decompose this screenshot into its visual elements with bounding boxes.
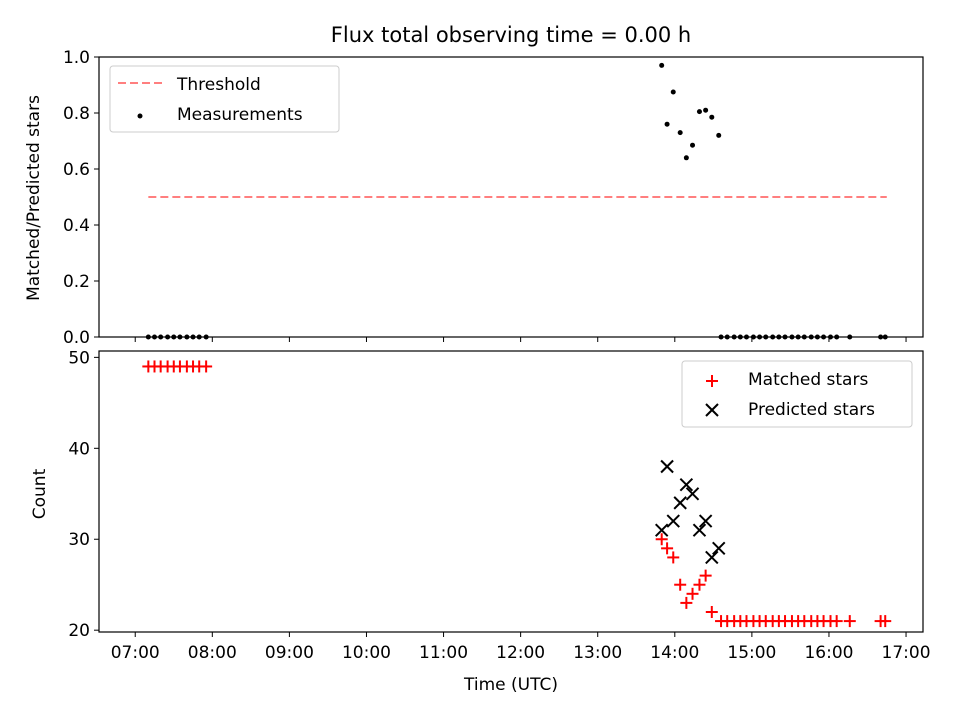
x-tick-label: 07:00 — [111, 643, 160, 663]
top-ylabel: Matched/Predicted stars — [24, 95, 44, 301]
x-tick-label: 12:00 — [496, 643, 545, 663]
measurement-point — [659, 62, 665, 68]
predicted-star-point — [712, 541, 726, 556]
bottom-legend-box — [681, 360, 913, 428]
measurement-point — [670, 89, 676, 95]
measurement-point — [696, 109, 702, 115]
matched-star-point — [879, 615, 892, 628]
measurement-point — [677, 130, 683, 136]
predicted-star-point — [660, 459, 674, 474]
matched-star-point — [843, 615, 856, 628]
top-y-tick-label: 0.2 — [63, 272, 90, 292]
x-tick-label: 13:00 — [573, 643, 622, 663]
top-y-tick-label: 0.8 — [63, 104, 90, 124]
matched-star-point — [674, 578, 687, 591]
threshold-legend-label: Threshold — [176, 75, 261, 95]
top-plot-frame — [98, 56, 924, 338]
x-tick-label: 17:00 — [882, 643, 931, 663]
x-tick-label: 08:00 — [188, 643, 237, 663]
top-legend-box — [109, 65, 340, 133]
matched-legend-swatch — [706, 375, 718, 387]
matched-star-point — [830, 615, 843, 628]
predicted-legend-label: Predicted stars — [748, 400, 875, 420]
x-tick-label: 15:00 — [727, 643, 776, 663]
top-y-tick-label: 1.0 — [63, 48, 90, 68]
measurements-legend-label: Measurements — [177, 105, 303, 125]
x-tick-label: 14:00 — [650, 643, 699, 663]
predicted-star-point — [705, 550, 719, 565]
bottom-y-tick-label: 20 — [68, 621, 90, 641]
matched-legend-label: Matched stars — [748, 370, 868, 390]
bottom-y-tick-label: 30 — [68, 530, 90, 550]
measurement-point — [690, 142, 696, 148]
measurement-point — [664, 121, 670, 127]
top-y-tick-label: 0.6 — [63, 160, 90, 180]
matched-star-point — [655, 533, 668, 546]
x-axis-label: Time (UTC) — [463, 675, 558, 695]
bottom-legend: Matched stars Predicted stars — [681, 360, 913, 428]
measurement-point — [709, 114, 715, 120]
matched-star-point — [705, 605, 718, 618]
bottom-ylabel: Count — [30, 468, 50, 519]
matched-star-point — [200, 360, 213, 373]
predicted-star-point — [666, 514, 680, 528]
bottom-plot-frame — [98, 350, 924, 633]
top-y-tick-label: 0.4 — [63, 216, 90, 236]
predicted-star-point — [673, 496, 687, 510]
predicted-star-point — [654, 523, 669, 537]
measurement-point — [683, 155, 689, 161]
chart-title: Flux total observing time = 0.00 h — [331, 23, 691, 47]
measurement-point — [703, 107, 709, 113]
measurement-point — [716, 132, 722, 138]
top-legend: Threshold Measurements — [109, 65, 340, 133]
predicted-legend-swatch — [705, 403, 719, 417]
matched-star-point — [680, 596, 693, 609]
top-panel: 0.0 0.2 0.4 0.6 0.8 1.0 Threshold Measurement… — [63, 48, 924, 348]
x-tick-label: 10:00 — [342, 643, 391, 663]
matched-star-point — [699, 569, 712, 582]
bottom-y-tick-label: 50 — [68, 348, 90, 368]
predicted-star-point — [692, 523, 707, 537]
predicted-star-point — [679, 477, 694, 492]
matched-star-point — [661, 542, 674, 555]
x-tick-label: 11:00 — [419, 643, 468, 663]
x-tick-label: 09:00 — [265, 643, 314, 663]
matched-star-point — [686, 587, 699, 600]
matched-star-point — [667, 551, 680, 564]
predicted-star-point — [698, 514, 713, 528]
x-tick-label: 16:00 — [804, 643, 853, 663]
top-y-tick-label: 0.0 — [63, 328, 90, 348]
matched-star-point — [693, 578, 706, 591]
predicted-star-point — [685, 487, 700, 501]
bottom-y-tick-label: 40 — [68, 439, 90, 459]
measurements-legend-swatch — [137, 113, 143, 119]
bottom-panel: 07:00 08:00 09:00 10:00 11:00 12:00 13:00 14:00… — [68, 348, 930, 663]
